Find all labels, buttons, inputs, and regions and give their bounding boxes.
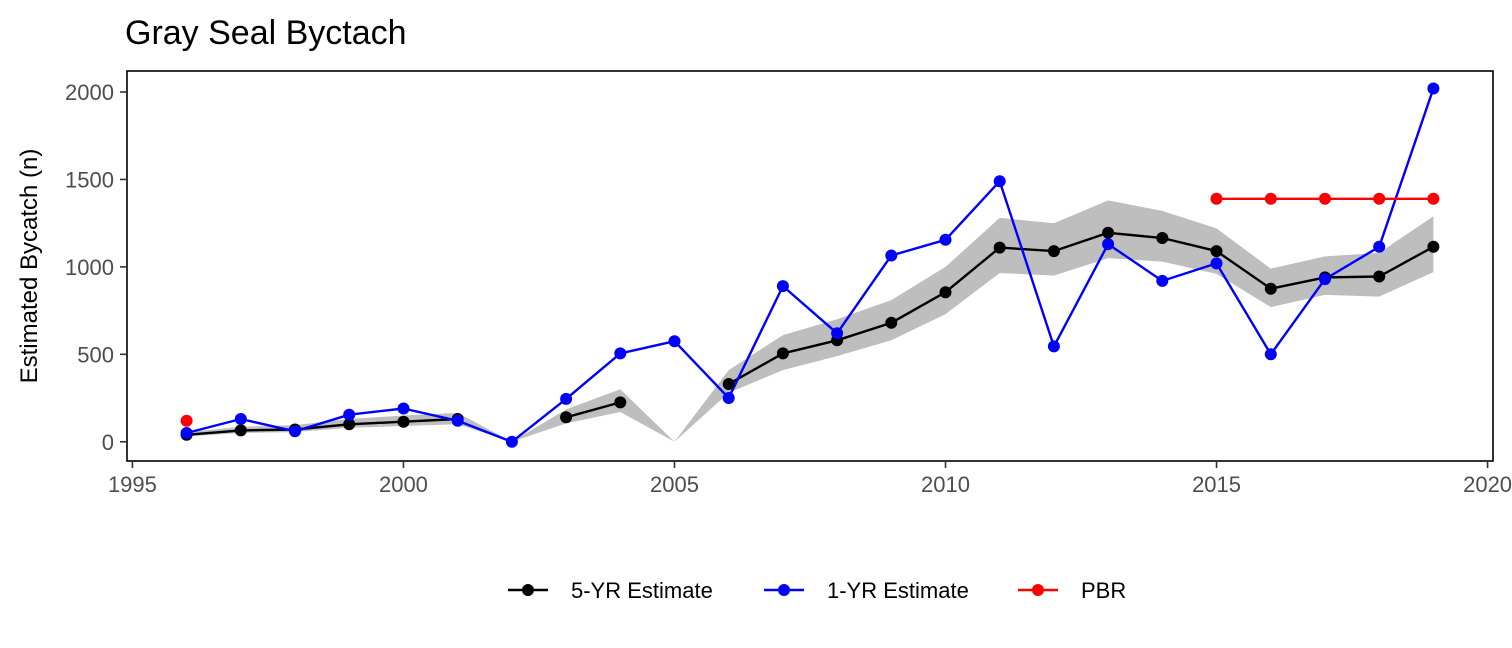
- chart-title: Gray Seal Byctach: [125, 14, 407, 52]
- 5-yr-estimate-point: [1264, 282, 1277, 295]
- y-tick-label: 2000: [65, 80, 114, 105]
- y-tick-label: 0: [102, 430, 114, 455]
- 5-yr-estimate-point: [993, 241, 1006, 254]
- 1-yr-estimate-point: [289, 425, 301, 438]
- pbr-point: [1319, 192, 1331, 205]
- 5-yr-estimate-point: [1156, 232, 1169, 244]
- 5-yr-estimate-point: [939, 286, 952, 299]
- pbr-point: [1427, 192, 1440, 205]
- 1-yr-estimate-point: [939, 233, 952, 246]
- x-tick-label: 1995: [108, 472, 157, 497]
- legend-item-pbr: PBR: [1018, 578, 1126, 603]
- 1-yr-estimate-point: [1319, 273, 1331, 286]
- pbr-point: [1373, 192, 1386, 205]
- 1-yr-estimate-point: [1264, 348, 1277, 361]
- 1-yr-estimate-point: [397, 402, 410, 415]
- ribbon-segment-1: [511, 200, 1434, 442]
- 5-yr-estimate-point: [1373, 270, 1386, 283]
- 1-yr-estimate-point: [560, 392, 573, 405]
- plot-panel-border: [126, 70, 1494, 462]
- 5-yr-estimate-point: [343, 418, 356, 431]
- x-tick-label: 2005: [650, 472, 699, 497]
- 5-yr-estimate-point: [1102, 226, 1115, 239]
- legend-key-point: [522, 584, 534, 596]
- series-points: [180, 82, 1440, 448]
- 1-yr-estimate-point: [1047, 340, 1060, 353]
- 5-yr-estimate-line-2: [728, 231, 1434, 386]
- 5-yr-estimate-point: [1047, 245, 1060, 258]
- 1-yr-estimate-point: [614, 347, 627, 360]
- x-tick-label: 2015: [1192, 472, 1241, 497]
- 5-yr-estimate-point: [776, 347, 789, 360]
- y-tick-label: 1000: [65, 255, 114, 280]
- legend-key-point: [778, 584, 790, 596]
- 5-yr-estimate-point: [614, 396, 627, 409]
- 1-yr-estimate-point: [993, 175, 1006, 188]
- 1-yr-estimate-point: [722, 392, 735, 404]
- 5-yr-estimate-point: [397, 415, 410, 428]
- 5-yr-estimate-line-0: [186, 417, 458, 436]
- 1-yr-estimate-point: [180, 427, 193, 439]
- confidence-ribbon: [186, 200, 1434, 442]
- legend-label: PBR: [1081, 578, 1126, 603]
- 1-yr-estimate-point: [1210, 257, 1223, 270]
- 5-yr-estimate-point: [1427, 240, 1440, 253]
- x-axis: 1995 2000 2005 2010 2015 2020: [108, 461, 1512, 497]
- 5-yr-estimate-point: [1210, 245, 1223, 258]
- 1-yr-estimate-point: [343, 408, 356, 421]
- legend-item-5-yr-estimate: 5-YR Estimate: [508, 578, 713, 603]
- 1-yr-estimate-point: [1427, 82, 1440, 95]
- 1-yr-estimate-point: [831, 327, 844, 340]
- x-tick-label: 2020: [1463, 472, 1512, 497]
- pbr-point: [1264, 192, 1277, 205]
- 1-yr-estimate-point: [885, 249, 898, 262]
- 1-yr-estimate-point: [1102, 238, 1115, 251]
- y-axis: 0 500 1000 1500 2000: [65, 80, 127, 455]
- legend: 5-YR Estimate 1-YR Estimate PBR: [508, 578, 1126, 603]
- legend-label: 5-YR Estimate: [571, 578, 713, 603]
- 1-yr-estimate-point: [234, 413, 247, 425]
- legend-item-1-yr-estimate: 1-YR Estimate: [764, 578, 969, 603]
- y-axis-label: Estimated Bycatch (n): [16, 149, 43, 384]
- 5-yr-estimate-line-1: [565, 401, 621, 419]
- legend-label: 1-YR Estimate: [827, 578, 969, 603]
- 1-yr-estimate-point: [1156, 274, 1169, 287]
- 1-yr-estimate-point: [451, 414, 464, 427]
- y-tick-label: 1500: [65, 167, 114, 192]
- 1-yr-estimate-point: [776, 280, 789, 293]
- series-lines: [186, 88, 1435, 443]
- pbr-point: [180, 414, 193, 427]
- y-tick-label: 500: [77, 342, 114, 367]
- 1-yr-estimate-line-0: [186, 88, 1435, 443]
- 5-yr-estimate-point: [560, 411, 573, 424]
- 1-yr-estimate-point: [668, 335, 681, 348]
- 5-yr-estimate-point: [234, 424, 247, 437]
- x-tick-label: 2000: [379, 472, 428, 497]
- 5-yr-estimate-point: [885, 316, 898, 329]
- pbr-point: [1210, 192, 1223, 205]
- 1-yr-estimate-point: [1373, 240, 1386, 253]
- legend-key-point: [1032, 584, 1044, 596]
- 1-yr-estimate-point: [505, 435, 518, 448]
- x-tick-label: 2010: [921, 472, 970, 497]
- 5-yr-estimate-point: [722, 378, 735, 390]
